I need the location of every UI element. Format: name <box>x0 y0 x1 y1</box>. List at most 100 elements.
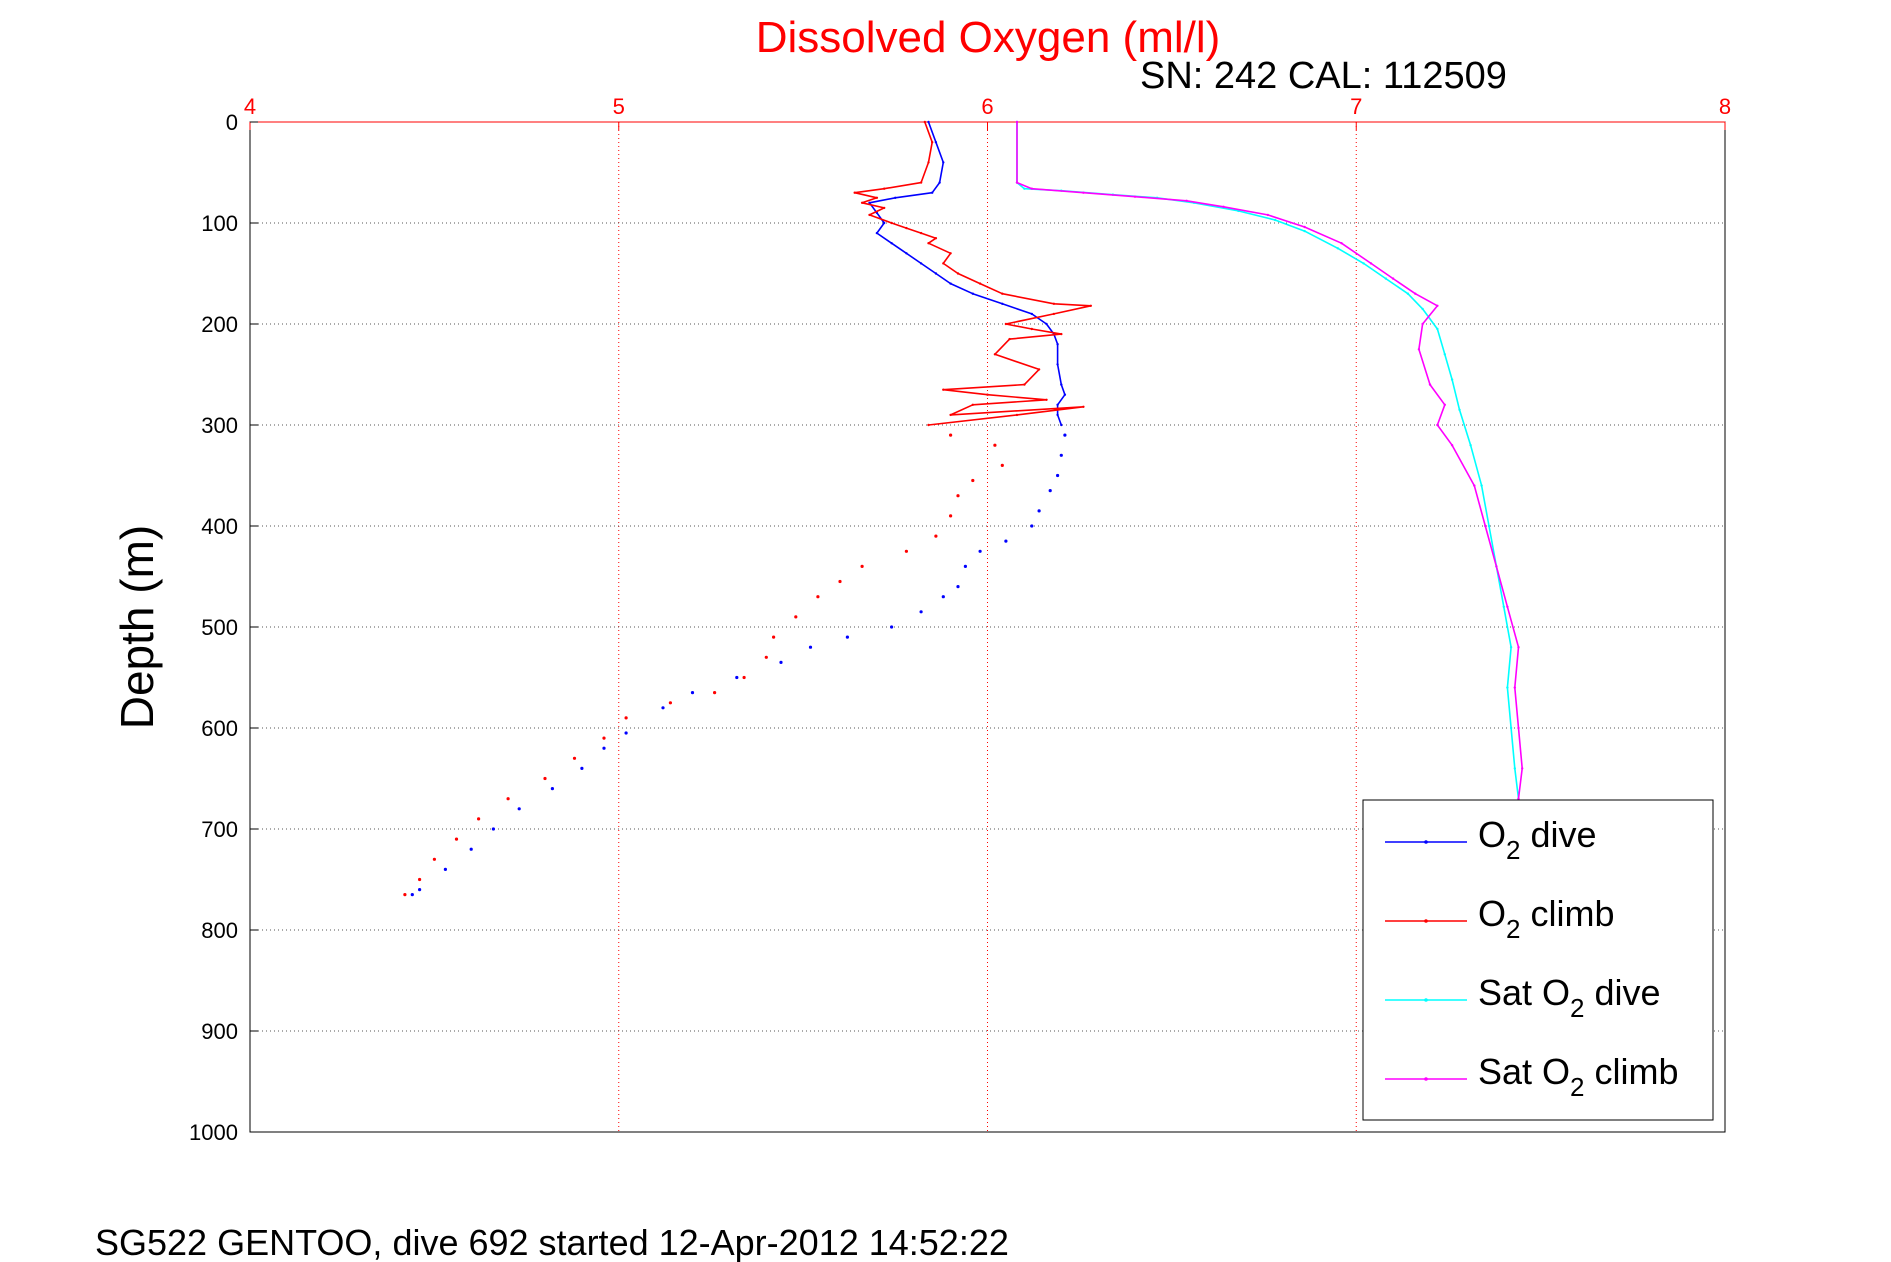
data-point-o2-climb <box>890 221 893 225</box>
data-point-sat-o2-climb <box>1506 605 1509 608</box>
data-point-o2-dive-sparse <box>690 691 695 695</box>
x-tick-label: 7 <box>1350 94 1362 119</box>
legend: O2 dive O2 climb Sat O2 dive Sat O2 climb <box>1362 799 1714 1121</box>
data-point-o2-climb <box>927 242 930 245</box>
data-point-sat-o2-dive <box>1406 292 1410 295</box>
x-tick-label: 5 <box>613 94 625 119</box>
legend-marker-o2-climb <box>1424 919 1428 923</box>
y-tick-label: 900 <box>201 1019 238 1044</box>
data-point-o2-dive <box>883 221 886 225</box>
legend-marker-sat-o2-climb <box>1424 1077 1428 1081</box>
data-point-sat-o2-dive <box>1362 262 1365 265</box>
chart-subtitle: SN: 242 CAL: 112509 <box>1140 55 1507 97</box>
data-point-o2-dive-sparse <box>418 888 422 892</box>
series-layer <box>403 120 1524 897</box>
data-point-o2-dive-sparse <box>1059 453 1063 457</box>
y-tick-label: 700 <box>201 817 238 842</box>
data-point-o2-dive <box>934 141 938 144</box>
data-point-o2-dive-sparse <box>550 787 555 791</box>
data-point-sat-o2-climb <box>1015 181 1019 184</box>
data-point-sat-o2-climb <box>1266 213 1270 217</box>
data-point-o2-climb-sparse <box>668 701 673 705</box>
footer-caption: SG522 GENTOO, dive 692 started 12-Apr-20… <box>95 1222 1009 1262</box>
data-point-o2-dive <box>938 181 941 184</box>
data-point-o2-dive-sparse <box>469 847 473 851</box>
data-point-sat-o2-climb <box>1436 304 1439 307</box>
data-point-o2-dive <box>1001 302 1004 305</box>
data-point-o2-dive-sparse <box>1030 524 1034 528</box>
data-point-o2-dive-sparse <box>491 827 495 831</box>
data-point-o2-dive <box>1063 393 1067 396</box>
data-point-o2-climb <box>986 393 989 396</box>
chart-title: Dissolved Oxygen (ml/l) <box>756 13 1221 62</box>
data-point-sat-o2-climb <box>1082 191 1085 194</box>
data-point-o2-dive-sparse <box>517 807 521 811</box>
data-point-sat-o2-climb <box>1517 646 1520 649</box>
data-point-sat-o2-dive <box>1303 229 1306 233</box>
data-point-o2-dive-sparse <box>1004 539 1008 543</box>
data-point-o2-climb-sparse <box>816 595 820 599</box>
data-point-o2-climb-sparse <box>794 615 798 619</box>
data-point-o2-dive <box>875 231 879 235</box>
data-point-o2-climb-sparse <box>572 756 577 760</box>
data-point-sat-o2-climb <box>1450 444 1454 447</box>
data-point-sat-o2-dive <box>1480 484 1483 487</box>
x-tick-label: 6 <box>981 94 993 119</box>
data-point-o2-climb <box>956 272 960 275</box>
data-point-o2-dive-sparse <box>1056 473 1060 478</box>
data-point-o2-climb <box>931 141 934 144</box>
y-tick-label: 100 <box>201 211 238 236</box>
data-point-sat-o2-climb <box>1521 767 1524 770</box>
data-point-o2-climb-sparse <box>742 675 746 680</box>
data-point-o2-climb-sparse <box>713 691 717 695</box>
data-point-sat-o2-climb <box>1513 686 1517 689</box>
data-point-sat-o2-climb <box>1391 277 1395 280</box>
data-point-o2-climb <box>1089 304 1093 307</box>
data-point-sat-o2-dive <box>1336 247 1340 250</box>
data-point-o2-climb <box>1060 332 1063 336</box>
data-point-o2-climb <box>919 231 923 235</box>
data-point-o2-climb-sparse <box>624 716 628 720</box>
data-point-o2-climb <box>1052 312 1056 316</box>
data-point-sat-o2-climb <box>1369 262 1373 265</box>
data-point-o2-climb <box>1052 302 1056 305</box>
data-point-o2-climb <box>934 237 938 240</box>
y-tick-label: 400 <box>201 514 238 539</box>
data-point-o2-dive <box>927 120 930 124</box>
data-point-sat-o2-dive <box>1487 524 1491 528</box>
data-point-o2-climb <box>919 181 923 184</box>
data-point-sat-o2-climb <box>1436 423 1439 427</box>
data-point-o2-dive-sparse <box>1048 489 1052 493</box>
data-point-sat-o2-dive <box>1443 353 1447 356</box>
data-point-o2-dive-sparse <box>443 867 447 872</box>
data-point-sat-o2-climb <box>1030 187 1034 190</box>
data-point-o2-climb <box>883 187 886 190</box>
legend-marker-sat-o2-dive <box>1424 998 1428 1002</box>
data-point-o2-dive <box>1056 343 1059 346</box>
data-point-o2-dive-sparse <box>1037 509 1041 513</box>
y-tick-label: 500 <box>201 615 238 640</box>
data-point-o2-climb-sparse <box>418 877 422 882</box>
data-point-o2-climb-sparse <box>506 797 510 801</box>
data-point-o2-climb-sparse <box>454 837 459 841</box>
data-point-o2-dive <box>1060 423 1063 427</box>
data-point-o2-dive-sparse <box>845 635 850 639</box>
data-point-sat-o2-dive <box>1513 767 1517 770</box>
data-point-o2-climb-sparse <box>860 564 864 569</box>
data-point-o2-dive <box>890 242 893 245</box>
y-tick-label: 1000 <box>189 1120 238 1145</box>
data-point-o2-climb <box>978 282 982 285</box>
data-point-o2-dive-sparse <box>890 625 894 629</box>
data-point-sat-o2-dive <box>1450 378 1454 381</box>
legend-entries: O2 dive O2 climb Sat O2 dive Sat O2 climb <box>1385 814 1679 1102</box>
data-point-o2-dive <box>1045 322 1048 326</box>
y-tick-label: 800 <box>201 918 238 943</box>
data-point-o2-dive <box>1060 383 1063 386</box>
data-point-o2-climb <box>971 403 974 406</box>
data-point-sat-o2-dive <box>1273 218 1277 222</box>
data-point-sat-o2-climb <box>1222 205 1225 208</box>
data-point-sat-o2-climb <box>1428 383 1432 386</box>
legend-label-sat-o2-climb: Sat O2 climb <box>1478 1051 1679 1102</box>
data-point-o2-climb-sparse <box>949 433 953 437</box>
